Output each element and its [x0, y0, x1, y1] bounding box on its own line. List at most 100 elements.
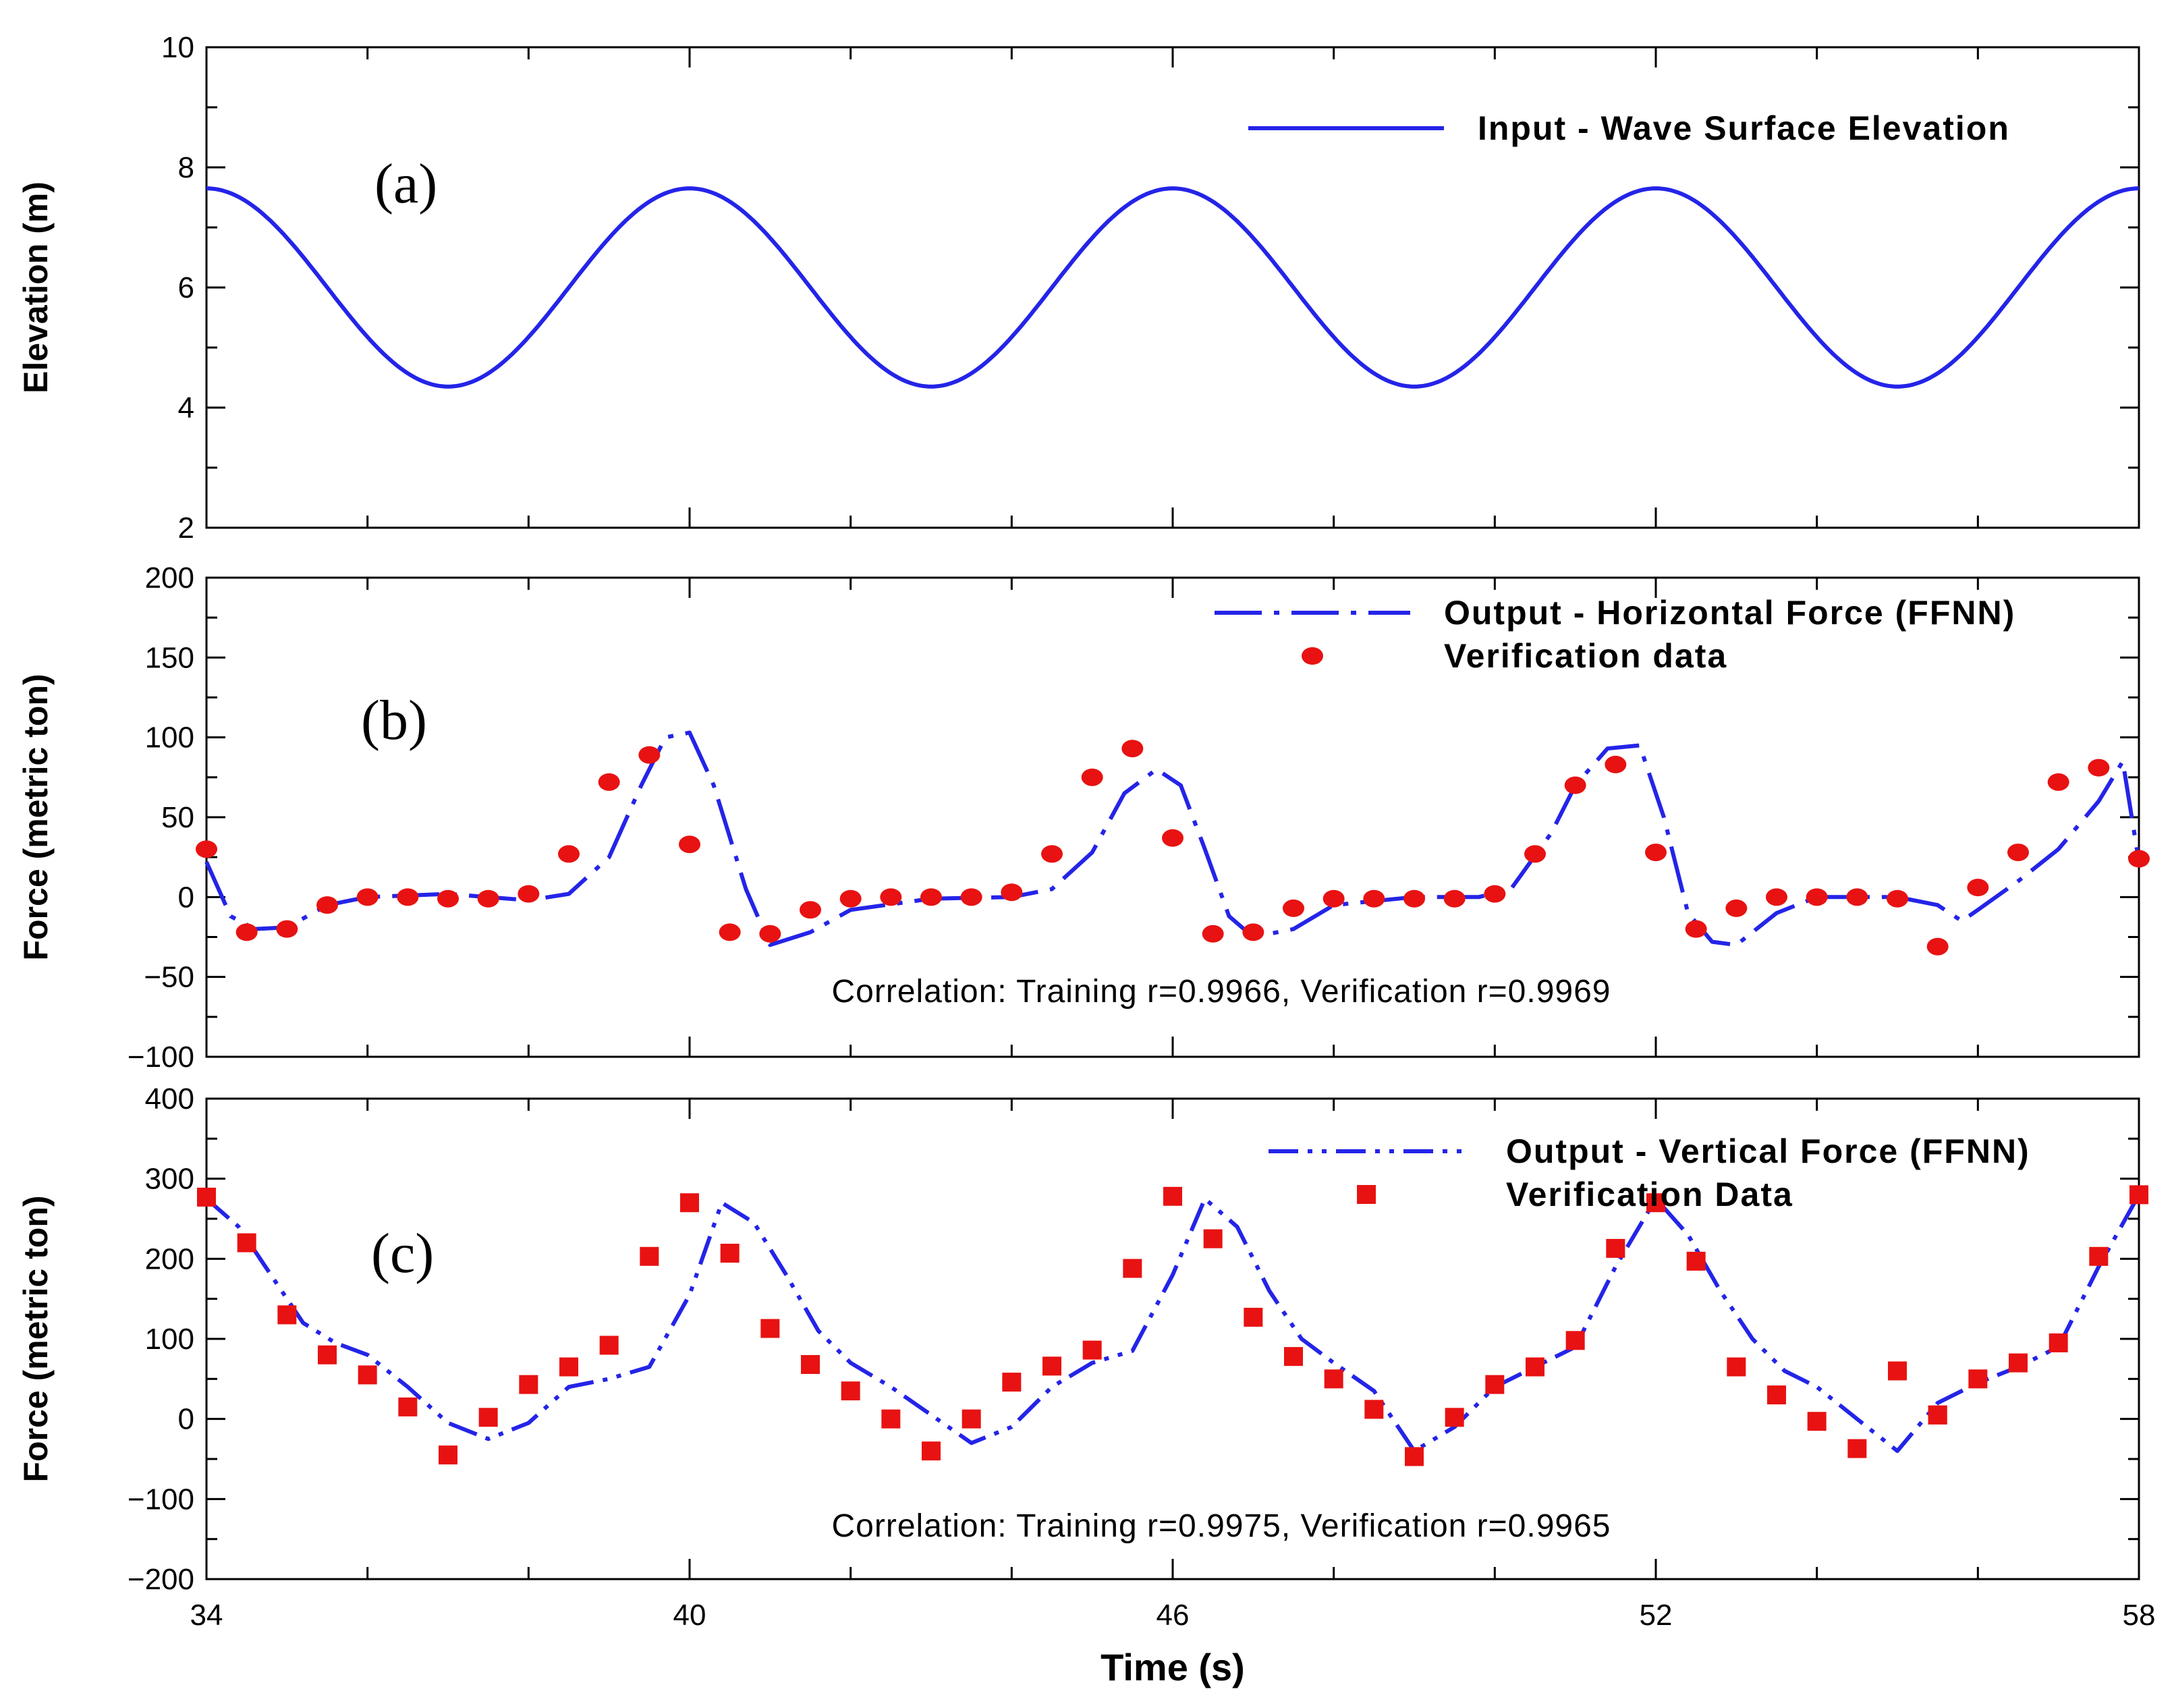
data-point: [1524, 845, 1546, 863]
data-point: [1002, 1373, 1022, 1392]
data-point: [679, 835, 700, 854]
data-point: [1163, 1186, 1182, 1206]
correlation-annotation: Correlation: Training r=0.9966, Verifica…: [831, 974, 1611, 1010]
data-point: [920, 888, 942, 906]
data-point: [922, 1441, 941, 1461]
legend-entry: Output - Vertical Force (FFNN): [1269, 1132, 2030, 1170]
x-axis-label: Time (s): [1101, 1646, 1245, 1688]
data-point: [2047, 773, 2069, 791]
y-tick-label: 400: [145, 1082, 194, 1115]
data-point: [1846, 888, 1868, 906]
data-point: [1082, 1340, 1102, 1360]
data-point: [1526, 1357, 1544, 1377]
data-point: [1606, 1238, 1625, 1258]
data-point: [196, 840, 217, 858]
legend-label: Verification data: [1444, 637, 1727, 675]
legend-entry: Output - Horizontal Force (FFNN): [1215, 594, 2015, 632]
y-tick-label: −50: [144, 961, 194, 994]
data-point: [197, 1187, 216, 1207]
data-point: [316, 896, 338, 914]
data-point: [841, 1381, 860, 1401]
legend-label: Output - Vertical Force (FFNN): [1506, 1132, 2030, 1170]
data-point: [1283, 899, 1304, 917]
data-point: [398, 1397, 418, 1416]
y-tick-label: 200: [145, 1242, 194, 1275]
legend-marker: [1302, 647, 1323, 665]
data-point: [880, 888, 902, 906]
data-point: [1202, 925, 1224, 943]
data-point: [1565, 1331, 1585, 1350]
data-point: [519, 1375, 538, 1394]
y-tick-label: 0: [178, 1403, 194, 1436]
data-point: [760, 1319, 780, 1338]
data-point: [599, 1335, 619, 1355]
data-point: [235, 923, 258, 941]
y-tick-label: −100: [128, 1041, 194, 1074]
y-tick-label: 150: [145, 641, 194, 674]
data-point: [1767, 1385, 1786, 1405]
data-point: [518, 885, 540, 903]
data-point: [559, 1357, 578, 1377]
series-line: [206, 186, 2140, 389]
data-point: [437, 889, 459, 908]
data-point: [2007, 844, 2029, 862]
data-point: [1847, 1439, 1867, 1458]
data-point: [720, 1244, 740, 1263]
data-point: [598, 773, 620, 791]
data-point: [356, 888, 379, 906]
data-point: [2089, 1246, 2109, 1266]
data-point: [1807, 1412, 1827, 1431]
legend-label: Input - Wave Surface Elevation: [1478, 109, 2010, 147]
data-point: [1806, 888, 1828, 906]
legend-entry: Verification data: [1302, 637, 1727, 675]
data-point: [962, 1409, 981, 1429]
series-line: [205, 1193, 2141, 1454]
data-point: [1403, 889, 1425, 908]
data-point: [2129, 1185, 2148, 1205]
panel-c: −200 −100 0 100 200 300 400 Force (metric ton) (…: [17, 1082, 2155, 1632]
data-point: [1686, 1251, 1706, 1271]
data-point: [1242, 923, 1264, 941]
y-tick-label: 100: [145, 721, 194, 754]
data-point: [1244, 1307, 1263, 1327]
y-tick-label: 2: [178, 512, 194, 545]
correlation-annotation: Correlation: Training r=0.9975, Verifica…: [831, 1508, 1611, 1544]
y-tick-label: 50: [161, 801, 194, 834]
data-point: [1727, 1357, 1746, 1377]
data-point: [1605, 755, 1627, 773]
data-point: [1123, 1259, 1142, 1278]
data-point: [276, 920, 298, 938]
y-tick-label: 0: [178, 881, 194, 914]
x-tick-label: 34: [190, 1599, 223, 1632]
data-point: [1364, 1400, 1384, 1419]
data-point: [1324, 1369, 1343, 1389]
legend-label: Output - Horizontal Force (FFNN): [1444, 594, 2015, 632]
legend-label: Verification Data: [1506, 1176, 1793, 1213]
panel-label: (a): [374, 153, 437, 215]
data-point: [801, 1354, 820, 1374]
data-point: [1405, 1447, 1424, 1466]
series-verification-data: [197, 1185, 2148, 1466]
data-point: [1445, 1408, 1464, 1427]
data-point: [680, 1193, 699, 1213]
data-point: [800, 901, 821, 919]
y-tick-label: 10: [161, 31, 194, 64]
data-point: [277, 1305, 297, 1325]
data-point: [1322, 889, 1345, 908]
data-point: [1888, 1361, 1907, 1381]
data-point: [1485, 1375, 1505, 1394]
panel-a: 2 4 6 8 10 Elevation (m) (a) Input - Wave Surfa…: [17, 31, 2140, 545]
data-point: [1042, 1356, 1061, 1376]
data-point: [1121, 740, 1144, 758]
data-point: [1887, 889, 1908, 908]
data-point: [881, 1409, 901, 1429]
data-point: [2049, 1333, 2068, 1352]
legend-entry: Input - Wave Surface Elevation: [1248, 109, 2010, 147]
data-point: [318, 1345, 337, 1365]
data-point: [1928, 1405, 1947, 1425]
y-tick-label: 300: [145, 1163, 194, 1196]
data-point: [759, 925, 781, 943]
panel-label: (c): [371, 1222, 434, 1285]
